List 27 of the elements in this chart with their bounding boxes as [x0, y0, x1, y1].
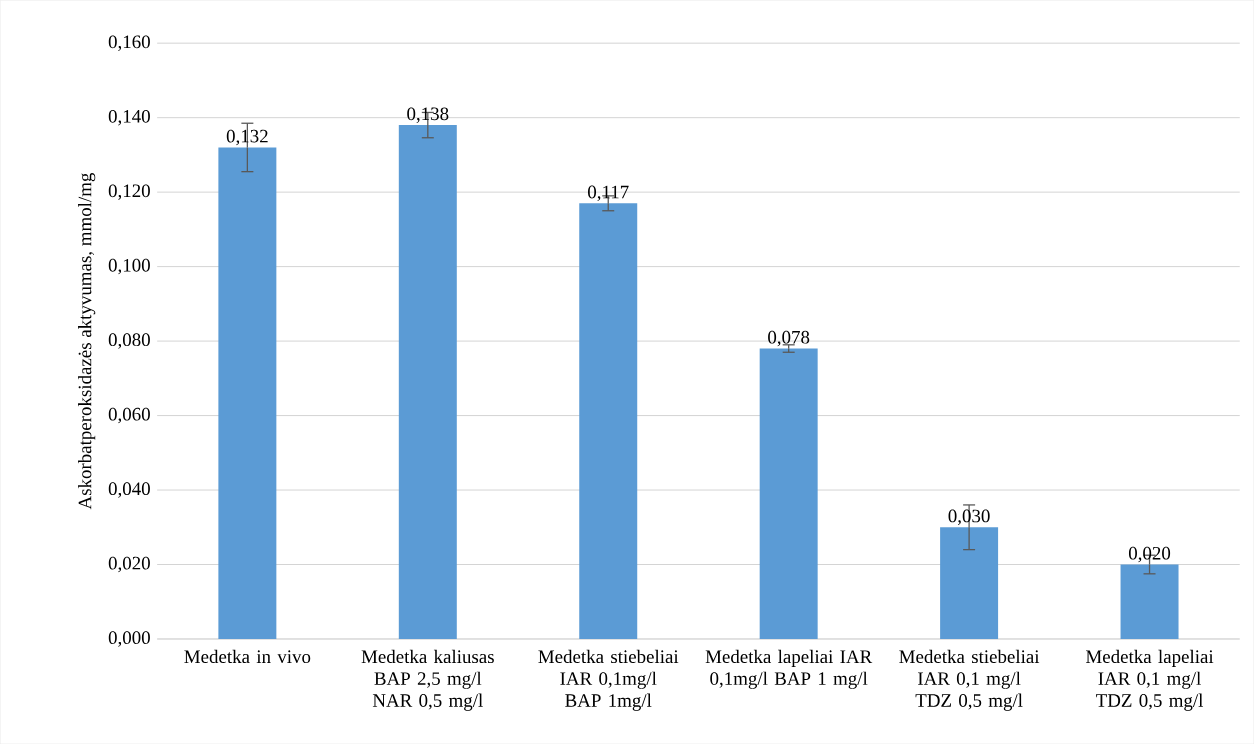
y-tick-label: 0,160 — [108, 35, 150, 51]
x-tick-label: Medetka kaliusas BAP 2,5 mg/l NAR 0,5 mg/l — [361, 649, 494, 711]
x-tick-label: Medetka in vivo — [184, 649, 311, 663]
data-label: 0,020 — [1128, 546, 1171, 563]
y-tick-label: 0,100 — [108, 258, 150, 275]
data-label: 0,030 — [948, 509, 990, 525]
bar — [940, 527, 999, 639]
y-tick-label: 0,040 — [108, 482, 150, 498]
y-tick-label: 0,120 — [108, 184, 150, 200]
data-label: 0,117 — [588, 185, 629, 202]
y-tick-label: 0,140 — [108, 109, 150, 126]
x-tick-label: Medetka lapeliai IAR 0,1mg/l BAP 1 mg/l — [705, 649, 873, 689]
y-tick-label: 0,000 — [108, 631, 150, 647]
x-tick-label: Medetka stiebeliai IAR 0,1mg/l BAP 1mg/l — [538, 649, 679, 711]
y-tick-label: 0,060 — [108, 407, 150, 424]
bar — [218, 147, 277, 639]
y-axis-title: Askorbatperoksidazės aktyvumas, mmol/mg — [78, 172, 96, 510]
bar — [579, 203, 638, 639]
bar — [759, 348, 818, 639]
bar — [1120, 564, 1179, 639]
x-tick-label: Medetka lapeliai IAR 0,1 mg/l TDZ 0,5 mg/l — [1085, 649, 1214, 711]
y-tick-label: 0,080 — [108, 333, 150, 349]
x-tick-label: Medetka stiebeliai IAR 0,1 mg/l TDZ 0,5 mg/l — [899, 649, 1040, 711]
data-label: 0,138 — [407, 107, 449, 123]
data-label: 0,078 — [768, 330, 810, 347]
bar — [398, 125, 457, 639]
y-tick-label: 0,020 — [108, 556, 150, 573]
